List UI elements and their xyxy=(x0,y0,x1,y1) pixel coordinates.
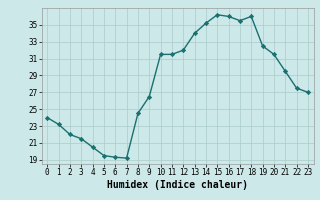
X-axis label: Humidex (Indice chaleur): Humidex (Indice chaleur) xyxy=(107,180,248,190)
